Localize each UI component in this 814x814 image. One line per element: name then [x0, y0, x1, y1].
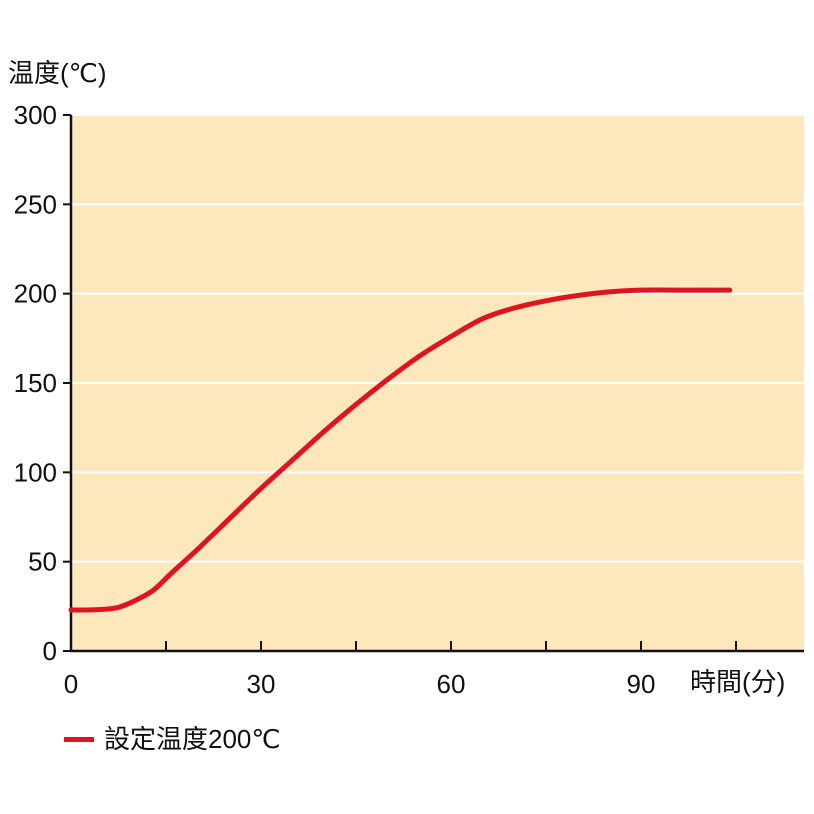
x-tick-label: 60 [437, 669, 466, 699]
data-point [258, 486, 264, 491]
data-point [87, 607, 93, 613]
legend: 設定温度200℃ [64, 722, 281, 756]
legend-swatch [64, 736, 94, 742]
data-point [543, 298, 549, 304]
y-tick-label: 300 [14, 100, 57, 130]
data-point [321, 428, 327, 434]
data-point [416, 353, 422, 359]
x-axis-ticks: 0 30 60 90 [64, 641, 737, 699]
data-point [290, 457, 296, 463]
x-axis-title: 時間(分) [690, 667, 786, 697]
data-point [480, 316, 486, 322]
data-point [226, 516, 232, 522]
data-point [511, 305, 517, 311]
x-tick-label: 30 [247, 669, 276, 699]
grid-lines [71, 114, 804, 563]
data-point [606, 289, 612, 295]
data-point [575, 293, 581, 298]
y-tick-label: 250 [14, 189, 57, 219]
x-tick-label: 90 [627, 669, 656, 699]
data-point [169, 570, 175, 575]
data-point [68, 607, 74, 613]
data-point [701, 287, 707, 293]
legend-label: 設定温度200℃ [104, 724, 281, 754]
data-point [353, 402, 359, 407]
data-point [670, 287, 676, 293]
y-tick-label: 200 [14, 279, 57, 309]
data-point [131, 598, 137, 604]
x-tick-label: 0 [64, 669, 78, 699]
y-tick-label: 100 [14, 457, 57, 487]
data-point [385, 377, 391, 382]
data-point [195, 546, 201, 552]
data-point [112, 605, 118, 611]
y-tick-label: 0 [43, 636, 57, 666]
y-axis-ticks: 0 50 100 150 200 250 300 [14, 100, 71, 666]
y-axis-title: 温度(℃) [8, 58, 107, 88]
data-point [150, 587, 156, 593]
y-tick-label: 50 [28, 547, 57, 577]
data-point [727, 287, 733, 293]
data-point [448, 334, 454, 339]
y-tick-label: 150 [14, 368, 57, 398]
series-group [68, 287, 733, 613]
data-point [638, 287, 644, 293]
